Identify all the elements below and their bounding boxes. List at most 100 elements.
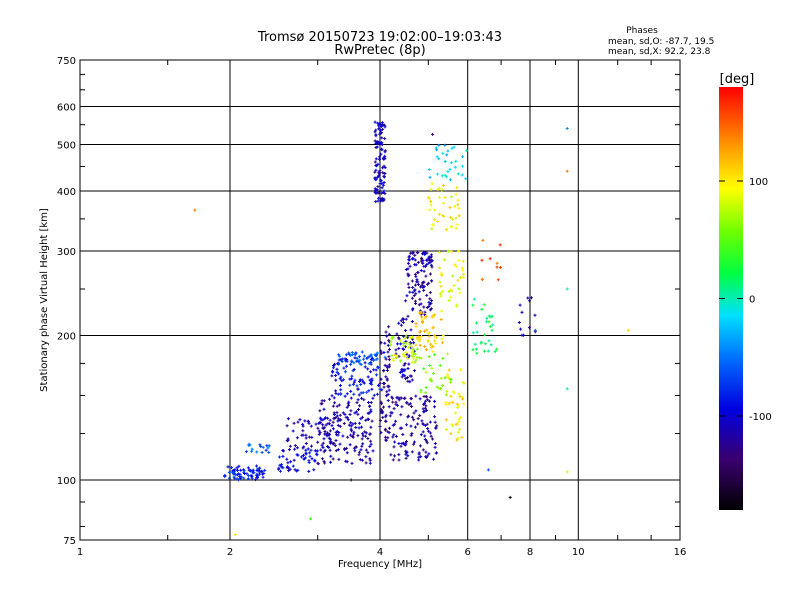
data-point [356, 434, 360, 438]
data-point [404, 452, 408, 456]
data-point [404, 299, 408, 303]
data-point [351, 435, 354, 439]
data-point [312, 468, 316, 472]
data-point [368, 432, 372, 436]
data-point [319, 418, 323, 422]
data-point [380, 196, 384, 200]
data-point [405, 401, 409, 405]
data-point [440, 384, 444, 387]
data-point [391, 396, 394, 400]
data-point [285, 457, 289, 461]
data-point [451, 217, 454, 221]
data-point [462, 402, 466, 406]
data-point [408, 342, 412, 346]
data-point [383, 154, 387, 158]
data-point [277, 466, 281, 470]
data-point [358, 404, 362, 408]
data-point [520, 310, 524, 314]
data-point [384, 330, 388, 334]
data-point [406, 267, 410, 271]
data-point [392, 407, 396, 411]
data-point [374, 358, 378, 362]
x-tick-label: 1 [77, 547, 83, 558]
data-point [349, 427, 353, 431]
data-point [383, 137, 387, 141]
data-point [412, 341, 416, 345]
data-point [337, 457, 341, 461]
data-point [387, 332, 391, 336]
data-point [421, 448, 425, 452]
data-point [389, 340, 393, 344]
data-point [422, 251, 426, 255]
data-point [264, 448, 268, 452]
data-point [353, 411, 357, 415]
data-point [443, 160, 447, 163]
data-point [461, 397, 465, 401]
data-point [460, 436, 464, 439]
data-point [251, 469, 255, 473]
data-point [333, 444, 337, 448]
data-point [404, 334, 408, 338]
data-point [408, 290, 412, 294]
data-point [428, 291, 432, 295]
data-point [439, 376, 443, 380]
data-point [565, 169, 569, 173]
data-point [475, 321, 478, 325]
data-point [410, 432, 414, 435]
data-point [261, 475, 265, 479]
data-point [404, 449, 408, 453]
data-point [440, 341, 444, 345]
data-point [404, 345, 407, 349]
data-point [254, 478, 258, 482]
data-point [451, 400, 455, 404]
data-point [358, 458, 362, 462]
data-point [319, 448, 323, 452]
data-point [423, 434, 427, 438]
data-point [303, 419, 307, 423]
data-point [383, 355, 387, 359]
data-point [373, 176, 377, 180]
data-point [443, 376, 447, 380]
data-point [399, 319, 403, 323]
data-point [565, 287, 569, 291]
data-point [362, 398, 366, 402]
data-point [399, 323, 403, 327]
data-point [387, 405, 391, 409]
data-point [313, 458, 317, 462]
data-point [397, 398, 401, 402]
data-point [406, 282, 410, 286]
data-point [449, 249, 453, 253]
data-point [446, 149, 450, 153]
data-point [417, 335, 421, 339]
data-point [533, 313, 537, 317]
data-point [328, 422, 331, 426]
data-point [433, 420, 437, 424]
data-point [346, 416, 349, 420]
data-point [373, 187, 377, 191]
data-point [439, 284, 443, 288]
data-point [449, 380, 453, 384]
data-point [496, 278, 500, 282]
data-point [390, 336, 394, 340]
data-point [363, 365, 367, 369]
data-point [384, 438, 388, 442]
data-point [433, 339, 437, 343]
data-point [370, 377, 374, 381]
data-point [449, 377, 453, 381]
data-point [335, 370, 339, 374]
data-point [355, 384, 359, 388]
data-point [446, 170, 450, 174]
data-point [387, 325, 391, 329]
data-point [386, 368, 389, 372]
data-point [342, 378, 345, 382]
data-point [422, 305, 426, 309]
data-point [336, 423, 340, 427]
data-point [382, 385, 386, 389]
data-point [517, 321, 521, 324]
data-point [360, 458, 364, 462]
data-point [360, 378, 364, 382]
data-point [373, 139, 377, 143]
data-point [349, 409, 353, 413]
data-point [295, 453, 299, 457]
